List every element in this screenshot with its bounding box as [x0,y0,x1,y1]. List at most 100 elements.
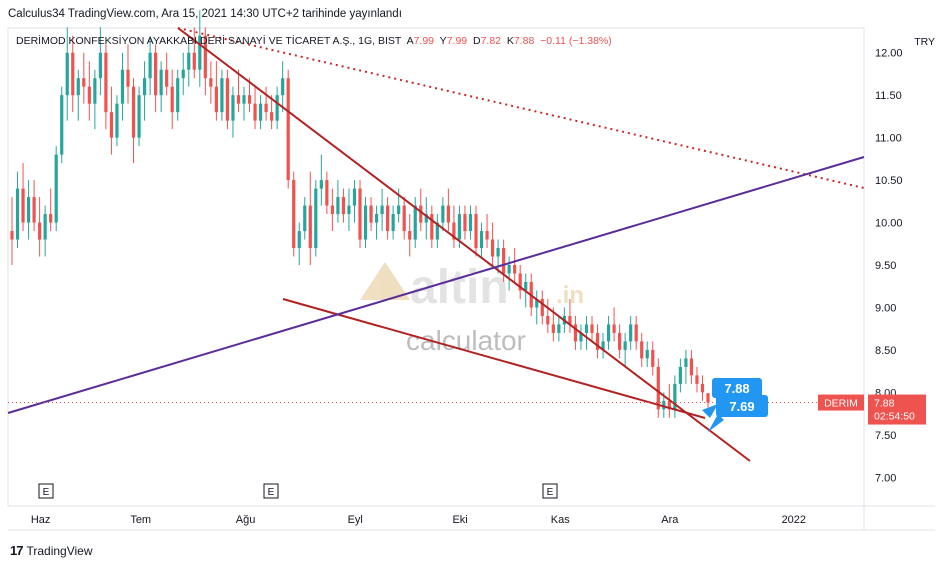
y-tick-label: 10.50 [875,175,903,187]
candle-body [187,52,191,70]
candle-body [706,393,710,403]
candle-body [496,248,500,257]
callout-bg-1 [712,378,762,398]
earnings-marker-label: E [43,487,50,498]
candle-body [258,103,263,121]
candle-body [165,69,169,87]
y-tick-label: 9.50 [875,260,896,272]
candle-body [419,205,423,223]
earnings-marker-box[interactable] [263,483,279,499]
candle-body [292,180,296,249]
price-tag: DERIM 7.88 02:54:50 [818,394,926,425]
candle-body [82,78,86,87]
candle-body [540,298,544,316]
candle-body [297,231,301,249]
y-tick-label: 10.00 [875,218,903,230]
candle-body [612,324,616,333]
rising-support[interactable] [7,156,865,414]
candle-body [98,52,102,79]
candle-body [60,95,64,155]
candle-body [623,341,627,350]
candle-body [640,341,644,359]
candle-body [231,95,235,121]
candle-body [341,197,346,215]
currency-label: TRY [914,36,935,48]
candle-body [170,86,174,113]
candle-body [319,180,323,189]
candle-body [584,324,589,333]
legend-low: 7.82 [480,35,501,47]
candle-body [518,273,522,291]
time-axis[interactable]: Haz Tem Ağu Eyl Eki Kas Ara 2022 [31,514,806,526]
earnings-marker-label: E [268,487,275,498]
candle-body [645,349,649,359]
candle-body [198,35,202,70]
trend-drawings[interactable] [7,27,865,462]
y-tick-label: 12.00 [875,48,903,60]
candle-body [330,205,334,215]
candle-body [71,52,75,96]
candle-body [104,52,108,113]
publisher-line: Calculus34 TradingView.com, Ara 15, 2021… [8,8,402,20]
candle-body [507,265,511,274]
candle-body [236,95,241,104]
candle-body [358,188,362,240]
candle-body [308,205,312,249]
candle-body [673,383,677,410]
candle-body [474,214,478,249]
candle-body [43,214,47,240]
candle-body [192,52,196,70]
callout-pointer-2 [708,414,724,432]
price-tag-countdown: 02:54:50 [874,411,915,423]
candle-body [126,69,130,87]
candle-body [347,205,351,215]
falling-trend-top[interactable] [177,27,751,462]
candle-body [336,197,340,215]
candle-body [115,103,119,138]
candle-body [253,103,257,121]
candle-body [590,324,594,333]
candle-body [601,341,605,350]
candle-body [441,205,445,223]
candle-body [502,248,506,274]
candle-body [386,205,390,232]
candle-body [76,78,80,96]
y-tick-label: 11.50 [875,90,902,102]
price-tag-price: 7.88 [874,398,895,410]
candle-body [137,95,141,138]
price-callouts[interactable]: 7.88 7.69 [702,378,768,432]
candle-body [678,366,682,384]
candle-body [430,214,434,240]
candle-body [651,349,655,367]
candle-body [303,205,307,232]
y-tick-label: 9.00 [875,302,896,314]
candle-body [452,222,456,240]
y-tick-label: 7.50 [875,430,896,442]
dotted-resistance[interactable] [177,27,865,189]
candle-body [457,214,462,240]
earnings-marker-box[interactable] [38,483,54,499]
candle-body [579,332,583,342]
candle-body [131,86,136,138]
candle-body [689,358,694,376]
candle-body [546,315,550,325]
candle-body [286,78,290,181]
footer[interactable]: 17 TradingView [10,543,93,558]
x-tick-label: Tem [130,514,151,526]
falling-trend-bottom[interactable] [282,298,706,419]
price-tag-bg [868,394,926,425]
candle-body [10,231,14,240]
candle-body [154,52,158,96]
candle-body [176,78,180,113]
candle-body [413,205,417,240]
candle-body [26,197,31,223]
x-tick-label: Eyl [348,514,363,526]
earnings-marker-box[interactable] [542,483,558,499]
legend-high: 7.99 [446,35,468,47]
candle-body [209,78,213,87]
candle-body [402,205,406,232]
candle-body [524,281,528,291]
